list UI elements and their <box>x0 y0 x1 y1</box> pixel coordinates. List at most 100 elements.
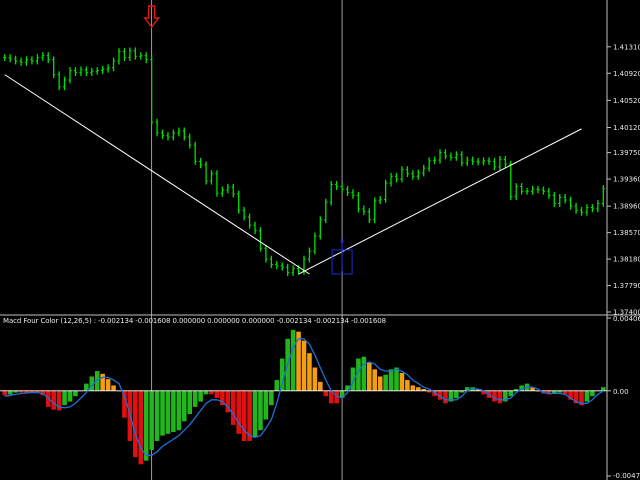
macd-bar <box>13 390 18 393</box>
macd-bar <box>519 385 524 391</box>
macd-bar <box>579 390 584 406</box>
macd-panel[interactable] <box>0 329 607 465</box>
indicator-title: Macd Four Color (12,26,5) : <box>3 317 97 325</box>
macd-bar <box>459 390 465 393</box>
macd-bar <box>274 380 280 391</box>
macd-bar <box>89 376 95 391</box>
macd-bar <box>279 358 285 391</box>
macd-bar <box>143 390 149 461</box>
price-tick-label: 1.37400 <box>613 309 640 317</box>
price-panel[interactable] <box>3 0 605 480</box>
macd-bar <box>192 390 198 407</box>
macd-bar <box>176 390 182 431</box>
macd-tick-label: -0.004755 <box>613 472 640 480</box>
macd-bar <box>301 340 307 391</box>
macd-bar <box>258 390 263 431</box>
macd-bar <box>535 390 541 392</box>
macd-bar <box>149 390 154 450</box>
macd-bar <box>263 390 269 420</box>
macd-bar <box>372 369 378 391</box>
macd-bar <box>503 390 508 402</box>
macd-bar <box>421 389 426 391</box>
macd-bar <box>111 385 116 391</box>
indicator-values: -0.002134 -0.001608 0.000000 0.000000 0.… <box>98 317 386 325</box>
macd-bar <box>339 390 345 398</box>
macd-bar <box>426 390 432 393</box>
macd-bar <box>105 379 111 391</box>
macd-bar <box>448 390 454 402</box>
price-tick-label: 1.38570 <box>613 229 640 237</box>
price-tick-label: 1.39360 <box>613 176 640 184</box>
macd-bar <box>481 390 486 395</box>
trendline-1 <box>4 74 310 275</box>
macd-bar <box>225 390 231 413</box>
macd-bar <box>203 390 209 395</box>
macd-bar <box>497 390 503 404</box>
price-tick-label: 1.38180 <box>613 256 640 264</box>
sell-arrow-icon <box>143 5 161 29</box>
macd-bar <box>18 390 24 393</box>
macd-bar <box>552 390 557 394</box>
macd-bar <box>187 390 193 415</box>
macd-tick-label: 0.004063 <box>613 315 640 323</box>
macd-bar <box>236 390 241 434</box>
macd-bar <box>100 373 105 391</box>
macd-bar <box>29 390 35 393</box>
indicator-header: Macd Four Color (12,26,5) : -0.002134 -0… <box>3 317 386 325</box>
macd-bar <box>138 390 144 465</box>
macd-bar <box>62 390 67 406</box>
macd-bar <box>590 390 595 397</box>
macd-bar <box>312 367 318 391</box>
macd-bar <box>214 390 220 398</box>
price-tick-label: 1.39750 <box>613 149 640 157</box>
macd-bar <box>122 390 127 418</box>
macd-bar <box>24 390 29 393</box>
macd-bar <box>508 390 514 397</box>
price-tick-label: 1.40120 <box>613 124 640 132</box>
macd-bar <box>67 390 73 402</box>
macd-bar <box>454 390 459 398</box>
macd-bar <box>513 389 519 391</box>
macd-bar <box>220 390 225 406</box>
macd-bar <box>388 369 394 391</box>
macd-bar <box>247 390 252 441</box>
macd-bar <box>356 358 361 391</box>
macd-bar <box>290 329 296 391</box>
macd-bar <box>182 390 187 422</box>
macd-bar <box>361 356 367 391</box>
entry-marker-dot <box>340 239 344 243</box>
macd-bar <box>345 385 350 391</box>
macd-bar <box>557 390 563 393</box>
macd-bar <box>584 390 590 402</box>
macd-bar <box>334 390 339 404</box>
macd-bar <box>133 390 138 458</box>
macd-bar <box>165 390 171 434</box>
macd-bar <box>73 390 78 397</box>
price-tick-label: 1.40920 <box>613 70 640 78</box>
macd-bar <box>209 390 214 395</box>
macd-bar <box>546 390 552 395</box>
macd-bar <box>160 390 165 436</box>
macd-bar <box>415 387 421 391</box>
price-tick-label: 1.37790 <box>613 282 640 290</box>
macd-bar <box>492 390 497 402</box>
macd-bar <box>350 367 356 391</box>
macd-bar <box>443 390 448 404</box>
macd-bar <box>51 390 56 410</box>
macd-bar <box>269 390 274 406</box>
macd-bar <box>296 331 301 391</box>
price-tick-label: 1.41310 <box>613 43 640 51</box>
macd-bar <box>568 390 573 400</box>
price-tick-label: 1.40520 <box>613 97 640 105</box>
macd-bar <box>35 390 40 393</box>
macd-bar <box>328 390 334 404</box>
macd-bar <box>84 383 89 391</box>
macd-bar <box>154 390 160 441</box>
macd-bar <box>230 390 236 425</box>
macd-bar <box>252 390 258 438</box>
macd-bar <box>464 387 470 391</box>
macd-bar <box>198 390 203 402</box>
macd-bar <box>323 390 329 397</box>
